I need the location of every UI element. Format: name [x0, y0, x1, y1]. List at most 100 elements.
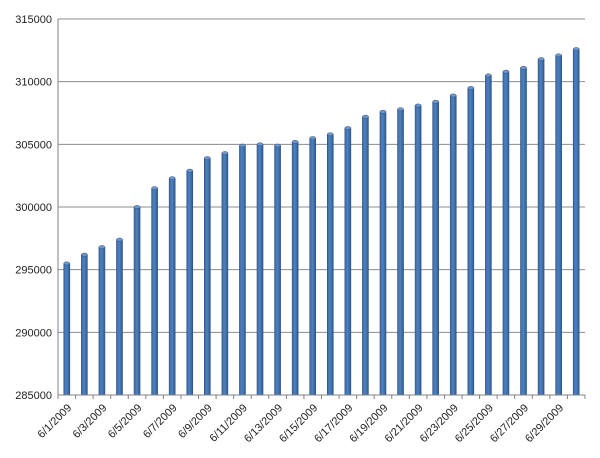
y-tick-label: 290000	[15, 327, 52, 339]
bar-body	[362, 116, 369, 396]
bar-cap	[309, 136, 316, 140]
bar	[326, 132, 334, 396]
bar-body	[520, 67, 527, 396]
bar	[151, 186, 158, 396]
bar-cap	[116, 237, 123, 242]
bar	[467, 86, 475, 396]
bar	[63, 261, 71, 396]
bar	[572, 47, 580, 396]
bar-body	[256, 144, 264, 396]
bar	[520, 66, 527, 396]
bar	[239, 143, 246, 396]
bar-body	[81, 254, 88, 396]
bar-cap	[414, 103, 422, 108]
bar-body	[98, 246, 106, 396]
bar-body	[116, 239, 123, 396]
bar-cap	[502, 69, 510, 74]
bar	[221, 151, 229, 396]
bar-body	[467, 87, 475, 396]
bar-cap	[63, 261, 71, 266]
bar	[133, 205, 141, 396]
bar-body	[397, 108, 404, 396]
bar	[537, 57, 545, 396]
bar-body	[502, 71, 510, 396]
bar-body	[186, 170, 194, 396]
bar	[256, 142, 264, 396]
bar	[204, 156, 211, 396]
bar-body	[344, 127, 352, 396]
bar-body	[239, 145, 246, 396]
bar-body	[151, 187, 158, 396]
bar-cap	[168, 176, 176, 181]
bar-body	[63, 263, 71, 396]
bar-cap	[344, 126, 352, 130]
bar-cap	[572, 47, 580, 51]
bar-cap	[485, 73, 492, 78]
y-tick-label: 295000	[15, 265, 52, 277]
bar	[379, 109, 387, 396]
bar-cap	[520, 66, 527, 70]
bar-cap	[186, 168, 193, 173]
bar-body	[204, 157, 211, 396]
y-tick-label: 310000	[15, 77, 52, 89]
x-tick-label: 6/1/2009	[36, 402, 75, 441]
bars	[63, 47, 580, 396]
bar-cap	[555, 53, 562, 58]
bar-body	[485, 75, 492, 396]
bar-body	[168, 177, 176, 396]
bar-cap	[81, 252, 88, 257]
bar-cap	[151, 186, 158, 191]
bar	[502, 69, 510, 396]
bar-body	[537, 58, 545, 396]
bar	[186, 168, 194, 396]
bar-body	[221, 152, 229, 396]
bar-cap	[239, 143, 246, 148]
bar	[397, 107, 404, 396]
bar-body	[379, 111, 387, 396]
bar-cap	[537, 57, 545, 61]
x-tick-label: 6/5/2009	[106, 402, 145, 441]
bar-cap	[397, 107, 404, 112]
axes	[57, 19, 586, 399]
bar-cap	[256, 142, 264, 147]
bar-cap	[133, 205, 141, 209]
bar-body	[133, 206, 141, 396]
bar-cap	[98, 245, 106, 249]
bar-body	[432, 101, 439, 396]
bar	[81, 252, 88, 396]
y-tick-label: 285000	[15, 390, 52, 402]
x-tick-label: 6/7/2009	[141, 402, 180, 441]
bar-cap	[221, 151, 229, 155]
bar-body	[449, 95, 457, 396]
bar-cap	[379, 109, 387, 114]
bar-cap	[291, 139, 299, 144]
bar	[291, 139, 299, 396]
bar-cap	[450, 93, 457, 98]
bar	[414, 103, 422, 396]
y-tick-label: 315000	[15, 14, 52, 26]
bar-cap	[362, 114, 369, 119]
bar-body	[291, 141, 299, 396]
bar	[168, 176, 176, 396]
x-tick-label: 6/29/2009	[523, 402, 566, 445]
bar	[309, 136, 317, 396]
bar-body	[555, 55, 562, 396]
bar	[485, 73, 492, 396]
y-axis-tick-labels: 285000 290000 295000 300000 305000 310000 3150…	[15, 14, 52, 402]
bar-cap	[204, 156, 211, 160]
bar-body	[274, 145, 281, 396]
x-tick-label: 6/3/2009	[71, 402, 110, 441]
bar-body	[326, 134, 334, 396]
y-tick-label: 305000	[15, 139, 52, 151]
bar	[274, 143, 281, 396]
bar	[362, 114, 369, 396]
bar-body	[309, 137, 317, 396]
y-tick-label: 300000	[15, 202, 52, 214]
bar	[116, 237, 123, 396]
bar	[432, 99, 439, 396]
gridlines	[58, 18, 585, 333]
bar	[98, 245, 106, 396]
bar-cap	[327, 132, 334, 137]
bar	[449, 93, 457, 396]
